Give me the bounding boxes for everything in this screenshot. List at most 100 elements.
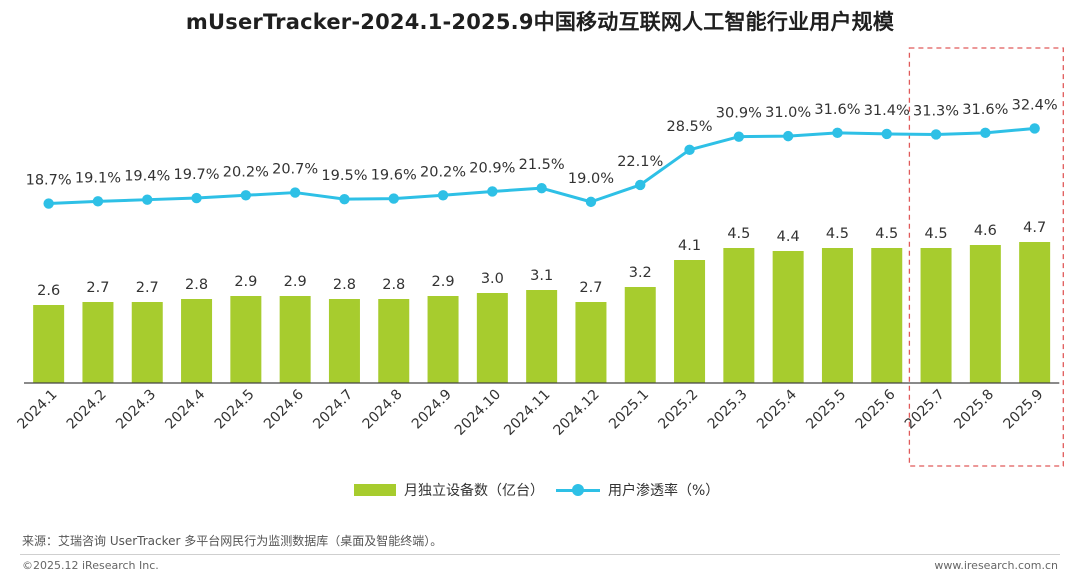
x-tick-label-2024.5: 2024.5 — [212, 387, 258, 433]
legend-label-devices: 月独立设备数（亿台） — [404, 483, 544, 499]
bar-2025.4 — [772, 251, 804, 383]
bar-label-2024.9: 2.9 — [432, 274, 455, 290]
penetration-point-2024.6 — [289, 187, 301, 198]
penetration-point-2025.2 — [684, 144, 695, 156]
penetration-point-2024.7 — [339, 193, 350, 205]
penetration-point-2024.3 — [142, 194, 153, 205]
x-tick-label-2024.3: 2024.3 — [113, 387, 159, 433]
bar-2024.10 — [476, 293, 508, 383]
penetration-point-2025.4 — [782, 130, 794, 142]
x-tick-label-2025.3: 2025.3 — [705, 387, 751, 433]
website: www.iresearch.com.cn — [934, 559, 1058, 572]
bar-label-2024.3: 2.7 — [136, 280, 159, 296]
bar-2024.7 — [328, 299, 360, 383]
bar-2024.5 — [230, 296, 262, 383]
bar-2025.7 — [920, 248, 952, 383]
legend-item-devices: 月独立设备数（亿台） — [354, 480, 544, 500]
bar-2024.8 — [378, 299, 410, 383]
highlight-box — [908, 47, 1064, 467]
penetration-label-2025.2: 28.5% — [667, 119, 713, 135]
bar-2024.2 — [82, 302, 114, 383]
penetration-point-2025.7 — [930, 129, 942, 140]
bar-2025.8 — [969, 245, 1001, 383]
bar-label-2025.9: 4.7 — [1023, 220, 1046, 236]
penetration-point-2025.8 — [980, 127, 991, 139]
x-tick-label-2024.12: 2024.12 — [551, 387, 603, 439]
penetration-label-2025.7: 31.3% — [913, 103, 959, 119]
penetration-label-2025.9: 32.4% — [1012, 97, 1058, 113]
penetration-point-2024.10 — [487, 186, 498, 197]
bar-2024.9 — [427, 296, 459, 383]
bar-label-2025.5: 4.5 — [826, 226, 849, 242]
penetration-label-2024.6: 20.7% — [272, 162, 318, 178]
penetration-label-2024.8: 19.6% — [371, 168, 417, 184]
penetration-point-2024.8 — [388, 193, 399, 204]
bar-2024.4 — [181, 299, 213, 383]
bar-2024.1 — [33, 305, 65, 383]
x-tick-label-2024.4: 2024.4 — [162, 386, 208, 432]
bar-2024.12 — [575, 302, 607, 383]
bar-label-2025.7: 4.5 — [925, 226, 948, 242]
penetration-label-2025.5: 31.6% — [814, 102, 860, 118]
bar-label-2024.7: 2.8 — [333, 277, 356, 293]
penetration-label-2025.4: 31.0% — [765, 105, 811, 121]
x-tick-label-2024.7: 2024.7 — [310, 387, 356, 433]
bar-2024.3 — [131, 302, 163, 383]
legend-bar-swatch — [354, 484, 396, 496]
penetration-point-2025.3 — [733, 131, 745, 142]
penetration-point-2024.11 — [536, 182, 547, 194]
bar-2025.5 — [821, 248, 853, 383]
footer-divider — [20, 554, 1060, 555]
bar-2025.6 — [871, 248, 903, 383]
chart-title: mUserTracker-2024.1-2025.9中国移动互联网人工智能行业用… — [185, 10, 895, 34]
x-tick-label-2025.6: 2025.6 — [853, 386, 899, 432]
penetration-label-2024.7: 19.5% — [321, 168, 367, 184]
penetration-point-2024.1 — [43, 198, 54, 209]
x-tick-label-2025.5: 2025.5 — [803, 387, 849, 433]
bar-2025.2 — [674, 260, 706, 383]
bar-label-2024.2: 2.7 — [86, 280, 109, 296]
bar-label-2024.8: 2.8 — [382, 277, 405, 293]
bar-2025.3 — [723, 248, 755, 383]
penetration-label-2024.1: 18.7% — [26, 173, 72, 189]
x-tick-label-2025.7: 2025.7 — [902, 387, 948, 433]
penetration-label-2024.4: 19.7% — [174, 167, 220, 183]
legend-line-swatch — [556, 484, 600, 496]
legend: 月独立设备数（亿台） 用户渗透率（%） — [340, 480, 760, 502]
penetration-label-2024.10: 20.9% — [469, 160, 515, 176]
bar-label-2024.6: 2.9 — [284, 274, 307, 290]
bar-2024.11 — [526, 290, 558, 383]
penetration-label-2025.6: 31.4% — [864, 103, 910, 119]
x-tick-label-2025.2: 2025.2 — [655, 387, 701, 433]
x-tick-label-2024.6: 2024.6 — [261, 386, 307, 432]
bar-label-2025.8: 4.6 — [974, 223, 997, 239]
bar-label-2024.10: 3.0 — [481, 271, 504, 287]
penetration-point-2024.9 — [437, 190, 449, 201]
penetration-label-2024.2: 19.1% — [75, 170, 121, 186]
x-tick-label-2025.8: 2025.8 — [951, 387, 997, 433]
x-tick-label-2024.11: 2024.11 — [501, 387, 553, 439]
bar-label-2025.2: 4.1 — [678, 238, 701, 254]
bar-label-2024.5: 2.9 — [234, 274, 257, 290]
x-tick-label-2025.4: 2025.4 — [754, 386, 800, 432]
x-tick-label-2024.10: 2024.10 — [452, 387, 504, 439]
penetration-point-2025.5 — [832, 127, 843, 139]
penetration-label-2024.5: 20.2% — [223, 164, 269, 180]
bar-label-2024.12: 2.7 — [579, 280, 602, 296]
legend-item-penetration: 用户渗透率（%） — [556, 480, 719, 500]
bar-label-2024.11: 3.1 — [530, 268, 553, 284]
bar-2024.6 — [279, 296, 311, 383]
penetration-label-2024.3: 19.4% — [124, 169, 170, 185]
x-tick-label-2024.1: 2024.1 — [15, 387, 61, 433]
penetration-point-2025.1 — [635, 179, 646, 191]
penetration-point-2024.5 — [240, 190, 252, 201]
legend-label-penetration: 用户渗透率（%） — [608, 483, 720, 499]
bar-2025.1 — [624, 287, 656, 383]
penetration-point-2025.6 — [881, 128, 892, 140]
x-tick-label-2024.9: 2024.9 — [409, 387, 455, 433]
x-tick-label-2025.9: 2025.9 — [1001, 387, 1047, 433]
bar-label-2024.4: 2.8 — [185, 277, 208, 293]
x-tick-label-2025.1: 2025.1 — [606, 387, 652, 433]
penetration-point-2024.12 — [585, 196, 597, 208]
penetration-point-2024.2 — [92, 196, 104, 207]
